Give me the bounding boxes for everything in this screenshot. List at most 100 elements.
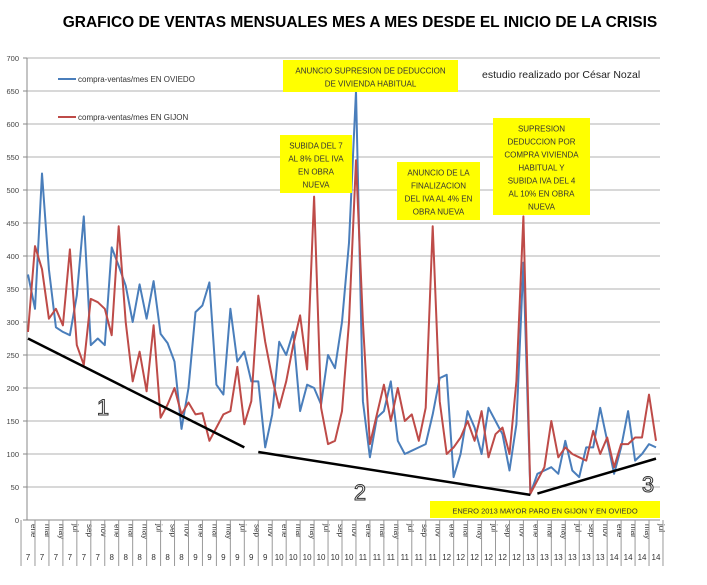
annotation-text: ANUNCIO DE LA <box>407 169 470 178</box>
x-tick-month: mar <box>294 524 303 538</box>
x-tick-month: may <box>476 524 485 539</box>
x-tick-month: nov <box>350 524 359 537</box>
x-tick-year: 11 <box>387 553 396 562</box>
annotation-background <box>430 501 660 518</box>
x-tick-year: 14 <box>624 553 633 562</box>
trend-lines: 1 2 3 <box>27 337 657 506</box>
trend-label-3: 3 <box>642 472 654 497</box>
x-tick-month: nov <box>434 524 443 537</box>
x-tick-year: 14 <box>610 553 619 562</box>
x-tick-month: ene <box>113 524 122 538</box>
annotation-text: AL 10% EN OBRA <box>509 190 576 199</box>
x-tick-year: 7 <box>40 553 45 562</box>
x-tick-month: sep <box>252 524 261 537</box>
x-tick-year: 9 <box>207 553 212 562</box>
x-tick-year: 10 <box>275 553 284 562</box>
trend-label-2: 2 <box>354 480 366 505</box>
x-tick-year: 9 <box>193 553 198 562</box>
annotation-text: SUPRESION <box>518 125 565 134</box>
y-tick-label: 400 <box>6 252 19 261</box>
annotation-text: DE VIVIENDA HABITUAL <box>325 80 417 89</box>
annotation-box: SUBIDA DEL 7 AL 8% DEL IVA EN OBRA NUEVA <box>280 135 352 193</box>
x-tick-year: 8 <box>110 553 115 562</box>
x-tick-month: may <box>141 524 150 539</box>
x-tick-month: sep <box>85 524 94 537</box>
y-tick-label: 350 <box>6 285 19 294</box>
y-tick-label: 100 <box>6 450 19 459</box>
x-tick-month: ene <box>448 524 457 538</box>
x-tick-month: ene <box>196 524 205 538</box>
x-tick-month: ene <box>364 524 373 538</box>
x-tick-year: 7 <box>54 553 59 562</box>
x-tick-month: sep <box>503 524 512 537</box>
x-tick-year: 12 <box>512 553 521 562</box>
x-tick-year: 11 <box>429 553 438 562</box>
x-tick-month: may <box>57 524 66 539</box>
x-tick-year: 11 <box>373 553 382 562</box>
annotation-text: HABITUAL Y <box>518 164 565 173</box>
legend: compra-ventas/mes EN OVIEDO compra-venta… <box>58 75 195 122</box>
x-tick-year: 9 <box>249 553 254 562</box>
annotation-text: FINALIZACION <box>411 182 466 191</box>
annotation-text: COMPRA VIVIENDA <box>504 151 579 160</box>
x-tick-year: 13 <box>540 553 549 562</box>
x-tick-month: mar <box>378 524 387 538</box>
annotation-text: DEL IVA AL 4% EN <box>405 195 473 204</box>
x-tick-month: ene <box>531 524 540 538</box>
x-tick-year: 10 <box>289 553 298 562</box>
x-tick-month: jul <box>657 523 666 532</box>
x-tick-month: may <box>392 524 401 539</box>
x-tick-month: nov <box>183 524 192 537</box>
x-tick-year: 10 <box>317 553 326 562</box>
x-tick-year: 10 <box>331 553 340 562</box>
x-tick-month: mar <box>545 524 554 538</box>
x-tick-year: 12 <box>470 553 479 562</box>
x-tick-year: 7 <box>96 553 101 562</box>
y-tick-label: 450 <box>6 219 19 228</box>
x-tick-month: mar <box>462 524 471 538</box>
y-tick-label: 300 <box>6 318 19 327</box>
annotation-text: NUEVA <box>303 181 331 190</box>
x-tick-year: 12 <box>456 553 465 562</box>
annotation-box: SUPRESION DEDUCCION POR COMPRA VIVIENDA HAB… <box>493 118 590 215</box>
y-tick-label: 650 <box>6 87 19 96</box>
x-tick-year: 8 <box>165 553 170 562</box>
x-tick-year: 8 <box>123 553 128 562</box>
x-tick-month: jul <box>238 523 247 532</box>
legend-label-oviedo: compra-ventas/mes EN OVIEDO <box>78 75 195 84</box>
credit-text: estudio realizado por César Nozal <box>482 69 640 81</box>
annotation-text: SUBIDA IVA DEL 4 <box>508 177 576 186</box>
annotation-text: EN OBRA <box>298 168 335 177</box>
x-tick-month: jul <box>406 523 415 532</box>
annotations: ANUNCIO SUPRESION DE DEDUCCION DE VIVIEND… <box>280 60 660 518</box>
x-tick-year: 9 <box>263 553 268 562</box>
x-tick-year: 11 <box>359 553 368 562</box>
x-tick-year: 9 <box>235 553 240 562</box>
annotation-text: NUEVA <box>528 203 556 212</box>
x-tick-year: 13 <box>554 553 563 562</box>
trend-label-1: 1 <box>97 395 109 420</box>
x-tick-month: may <box>643 524 652 539</box>
x-tick-month: jul <box>155 523 164 532</box>
x-tick-month: mar <box>210 524 219 538</box>
annotation-text: SUBIDA DEL 7 <box>289 142 343 151</box>
x-tick-year: 14 <box>652 553 661 562</box>
annotation-background <box>397 162 480 220</box>
x-tick-month: sep <box>336 524 345 537</box>
annotation-background <box>283 60 458 92</box>
y-tick-label: 700 <box>6 54 19 63</box>
y-tick-label: 200 <box>6 384 19 393</box>
annotation-text: OBRA NUEVA <box>413 208 465 217</box>
x-tick-year: 7 <box>68 553 73 562</box>
x-tick-year: 7 <box>26 553 31 562</box>
x-tick-month: may <box>224 524 233 539</box>
x-tick-year: 12 <box>484 553 493 562</box>
x-tick-year: 11 <box>415 553 424 562</box>
x-tick-year: 7 <box>82 553 87 562</box>
annotation-text: AL 8% DEL IVA <box>288 155 344 164</box>
x-tick-year: 10 <box>345 553 354 562</box>
x-axis: ene 7 mar 7 may 7 jul 7 sep 7 nov 7 ene 8 mar 8 may 8 jul 8… <box>20 520 666 566</box>
y-tick-label: 600 <box>6 120 19 129</box>
y-tick-label: 250 <box>6 351 19 360</box>
